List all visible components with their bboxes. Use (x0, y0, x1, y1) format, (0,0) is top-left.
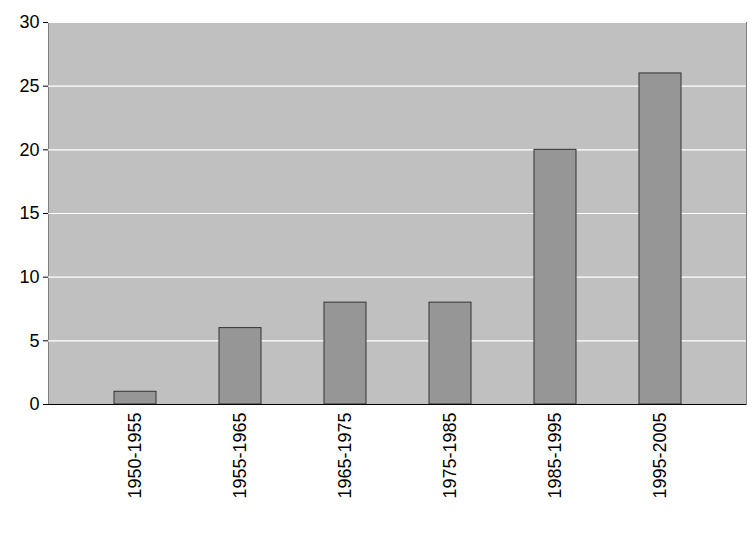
svg-text:20: 20 (19, 140, 39, 160)
svg-text:0: 0 (29, 394, 39, 414)
svg-text:1955-1965: 1955-1965 (230, 413, 250, 499)
svg-text:30: 30 (19, 12, 39, 32)
svg-text:1975-1985: 1975-1985 (440, 413, 460, 499)
svg-text:1965-1975: 1965-1975 (335, 413, 355, 499)
svg-text:1985-1995: 1985-1995 (545, 413, 565, 499)
svg-text:5: 5 (29, 331, 39, 351)
svg-text:1950-1955: 1950-1955 (125, 413, 145, 499)
svg-text:1995-2005: 1995-2005 (650, 413, 670, 499)
svg-text:25: 25 (19, 76, 39, 96)
svg-text:15: 15 (19, 203, 39, 223)
svg-text:10: 10 (19, 267, 39, 287)
